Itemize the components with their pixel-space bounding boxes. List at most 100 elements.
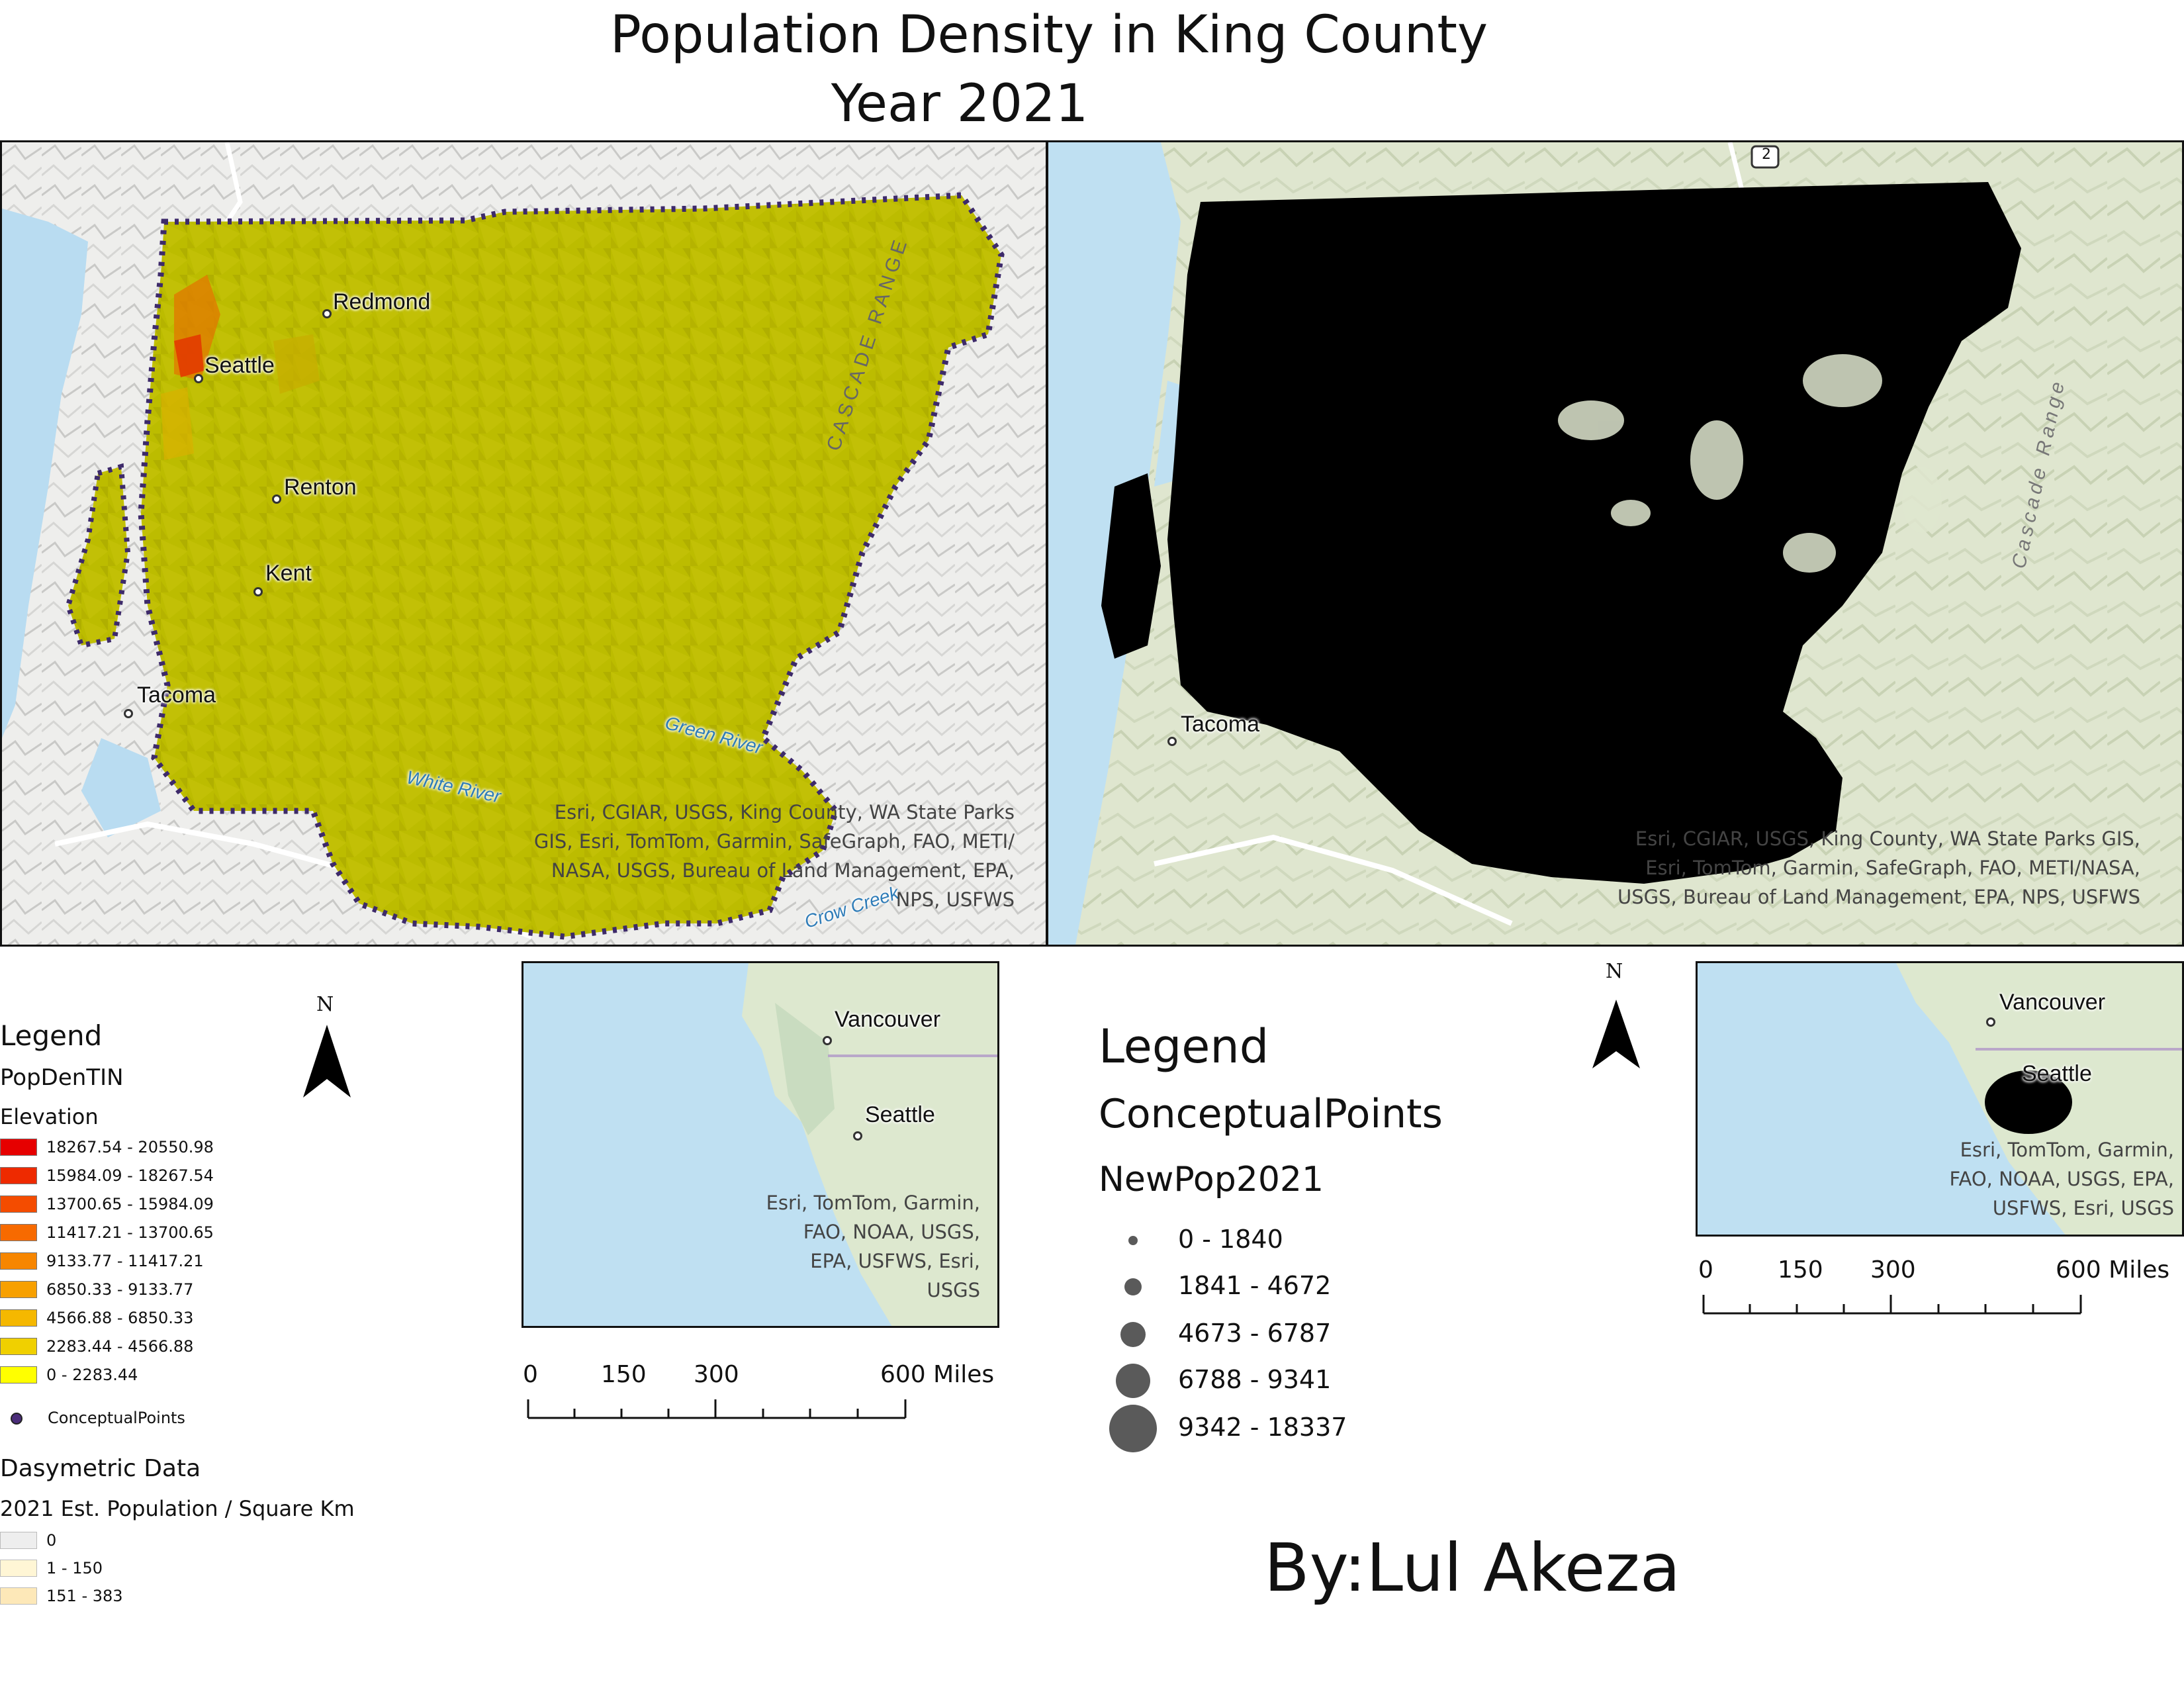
legend-tin-class: 2283.44 - 4566.88 <box>0 1333 193 1360</box>
popdentin-surface <box>138 192 1005 940</box>
legend-right-field: NewPop2021 <box>1099 1160 1324 1199</box>
legend-dasy-class: 1 - 150 <box>0 1554 103 1582</box>
legend-tin-class: 11417.21 - 13700.65 <box>0 1219 214 1246</box>
legend-class-label: 9133.77 - 11417.21 <box>46 1252 204 1270</box>
north-label-left: N <box>316 993 334 1016</box>
legend-swatch <box>0 1139 37 1156</box>
north-label-right: N <box>1606 960 1623 983</box>
place-renton: Renton <box>284 475 357 500</box>
place-dot <box>253 587 263 596</box>
legend-tin-class: 15984.09 - 18267.54 <box>0 1162 214 1190</box>
legend-dasy-classes: 0 1 - 150 151 - 383 <box>0 1526 265 1613</box>
legend-dasy-class: 0 <box>0 1526 56 1554</box>
legend-right-heading: Legend <box>1099 1019 1269 1074</box>
inset-map-right-graphic <box>1896 963 2182 1235</box>
place-dot <box>272 494 281 504</box>
legend-dasy-class: 151 - 383 <box>0 1582 123 1610</box>
credit-line: USGS, Bureau of Land Management, EPA, NP… <box>1617 886 2140 908</box>
map-title: Population Density in King County <box>610 5 1488 65</box>
legend-class-label: 4673 - 6787 <box>1178 1319 1332 1348</box>
place-dot <box>124 709 133 718</box>
right-map-graphic <box>1048 142 2182 945</box>
legend-swatch <box>0 1309 37 1327</box>
legend-swatch <box>0 1281 37 1298</box>
scale2-tick-600: 600 Miles <box>2056 1256 2170 1284</box>
scale1-tick-0: 0 <box>523 1361 538 1388</box>
scale-bar-left <box>527 1399 907 1419</box>
place-dot <box>1167 737 1177 746</box>
legend-swatch <box>0 1167 37 1184</box>
place-redmond: Redmond <box>333 289 431 314</box>
credit-line: EPA, USFWS, Esri, <box>810 1250 980 1272</box>
place-tacoma-right: Tacoma <box>1181 712 1260 737</box>
credit-line: Esri, CGIAR, USGS, King County, WA State… <box>554 801 1015 823</box>
legend-point-class: 4673 - 6787 <box>1099 1311 1363 1358</box>
legend-swatch <box>0 1196 37 1213</box>
legend-point-symbol <box>1120 1322 1146 1347</box>
credit-line: USFWS, Esri, USGS <box>1992 1197 2174 1219</box>
scale-bar-right <box>1702 1295 2082 1315</box>
legend-swatch <box>0 1224 37 1241</box>
legend-right-layer: ConceptualPoints <box>1099 1091 1443 1137</box>
legend-left-layer: PopDenTIN <box>0 1064 124 1091</box>
place-dot <box>194 374 203 383</box>
place-dot <box>322 309 332 318</box>
north-arrow-icon <box>1592 1000 1640 1068</box>
legend-class-label: 4566.88 - 6850.33 <box>46 1309 194 1327</box>
author-credit: By:Lul Akeza <box>1264 1529 1681 1607</box>
left-map-credits: Esri, CGIAR, USGS, King County, WA State… <box>465 798 1015 914</box>
legend-point-class: 1841 - 4672 <box>1099 1263 1363 1311</box>
highway-shield: 2 <box>1762 146 1771 163</box>
legend-class-label: 2283.44 - 4566.88 <box>46 1337 194 1356</box>
left-map-frame[interactable]: Redmond Seattle Renton Kent Tacoma Green… <box>0 140 1048 947</box>
inset-map-right[interactable]: Vancouver Seattle Esri, TomTom, Garmin, … <box>1696 961 2184 1237</box>
right-map-credits: Esri, CGIAR, USGS, King County, WA State… <box>1181 824 2140 912</box>
place-dot <box>823 1036 832 1045</box>
legend-tin-class: 4566.88 - 6850.33 <box>0 1304 193 1332</box>
scale2-tick-150: 150 <box>1778 1256 1823 1284</box>
legend-class-label: 1 - 150 <box>46 1559 103 1577</box>
inset2-credits: Esri, TomTom, Garmin, FAO, NOAA, USGS, E… <box>1896 1135 2174 1223</box>
legend-point-symbol <box>1124 1278 1142 1295</box>
legend-left-field: Elevation <box>0 1104 99 1129</box>
inset1-place-vancouver: Vancouver <box>835 1007 941 1032</box>
legend-point-class: 6788 - 9341 <box>1099 1357 1363 1405</box>
left-map-graphic <box>2 142 1046 945</box>
legend-tin-class: 9133.77 - 11417.21 <box>0 1247 204 1275</box>
map-subtitle: Year 2021 <box>831 74 1089 134</box>
legend-point-symbol <box>1116 1364 1150 1398</box>
legend-class-label: 9342 - 18337 <box>1178 1413 1347 1442</box>
legend-tin-class: 0 - 2283.44 <box>0 1361 138 1389</box>
credit-line: FAO, NOAA, USGS, <box>803 1221 980 1243</box>
place-seattle: Seattle <box>205 353 275 378</box>
credit-line: Esri, TomTom, Garmin, <box>1960 1139 2174 1161</box>
scale1-tick-300: 300 <box>694 1361 739 1388</box>
legend-swatch <box>0 1338 37 1355</box>
legend-class-label: 151 - 383 <box>46 1587 123 1605</box>
legend-swatch <box>0 1560 37 1577</box>
legend-point-symbol <box>1109 1405 1157 1452</box>
inset-map-left[interactable]: Vancouver Seattle Esri, TomTom, Garmin, … <box>522 961 999 1328</box>
credit-line: NPS, USFWS <box>895 888 1015 911</box>
legend-swatch <box>0 1252 37 1270</box>
legend-class-label: 6788 - 9341 <box>1178 1365 1332 1394</box>
inset-map-left-graphic <box>742 963 997 1326</box>
legend-class-label: 6850.33 - 9133.77 <box>46 1280 194 1299</box>
legend-dasy-heading: Dasymetric Data <box>0 1455 201 1482</box>
legend-swatch <box>0 1587 37 1605</box>
legend-swatch <box>0 1366 37 1383</box>
right-map-frame[interactable]: 2 Tacoma Cascade Range Esri, CGIAR, USGS… <box>1046 140 2184 947</box>
place-tacoma: Tacoma <box>137 682 216 708</box>
conceptual-points-cluster <box>1167 182 2021 884</box>
legend-tin-classes: 18267.54 - 20550.98 15984.09 - 18267.54 13… <box>0 1133 265 1391</box>
scale1-tick-150: 150 <box>601 1361 647 1388</box>
scale2-tick-0: 0 <box>1698 1256 1713 1284</box>
credit-line: USGS <box>927 1279 980 1301</box>
inset2-place-vancouver: Vancouver <box>1999 990 2106 1015</box>
legend-point-class: 9342 - 18337 <box>1099 1405 1363 1452</box>
inset2-place-seattle: Seattle <box>2022 1061 2092 1086</box>
legend-tin-class: 6850.33 - 9133.77 <box>0 1276 193 1303</box>
place-dot <box>1986 1017 1995 1027</box>
north-arrow-icon <box>303 1025 351 1098</box>
scale1-tick-600: 600 Miles <box>880 1361 995 1388</box>
